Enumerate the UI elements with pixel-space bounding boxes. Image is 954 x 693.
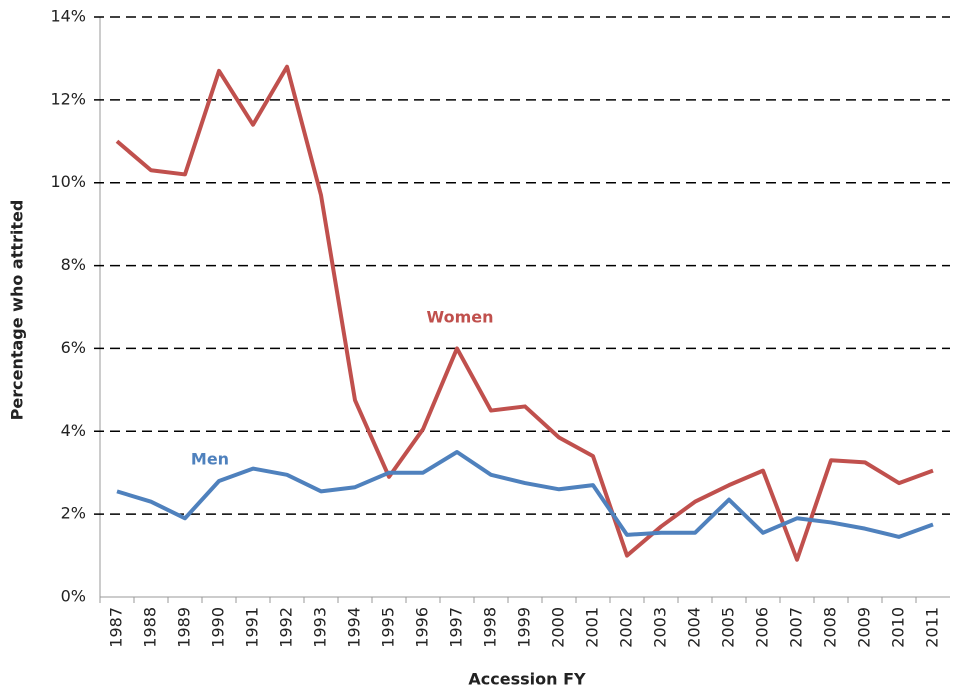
x-tick-label: 2009 [855, 607, 874, 648]
y-tick-label: 6% [61, 338, 86, 357]
x-tick-label: 1996 [413, 607, 432, 648]
y-tick-label: 0% [61, 587, 86, 606]
x-tick-label: 2003 [651, 607, 670, 648]
x-axis-title: Accession FY [468, 670, 586, 689]
series-label: Women [427, 308, 494, 327]
x-tick-label: 1990 [209, 607, 228, 648]
x-tick-label: 1994 [345, 607, 364, 648]
x-tick-label: 2010 [889, 607, 908, 648]
x-tick-label: 2008 [821, 607, 840, 648]
x-tick-label: 2001 [583, 607, 602, 648]
y-tick-label: 4% [61, 421, 86, 440]
x-tick-label: 1999 [515, 607, 534, 648]
y-tick-label: 10% [50, 172, 86, 191]
series-line [116, 450, 934, 539]
x-tick-label: 2004 [685, 607, 704, 648]
x-tick-label: 2011 [923, 607, 942, 648]
y-tick-label: 14% [50, 7, 86, 26]
x-tick-label: 1987 [107, 607, 126, 648]
y-tick-label: 2% [61, 504, 86, 523]
y-axis-title: Percentage who attrited [8, 200, 27, 421]
x-tick-label: 1991 [243, 607, 262, 648]
x-tick-label: 1998 [481, 607, 500, 648]
x-tick-label: 2007 [787, 607, 806, 648]
x-tick-label: 2002 [617, 607, 636, 648]
x-tick-label: 1997 [447, 607, 466, 648]
series-label: Men [191, 450, 229, 469]
x-tick-label: 1993 [311, 607, 330, 648]
y-tick-label: 8% [61, 255, 86, 274]
x-tick-label: 2005 [719, 607, 738, 648]
x-tick-label: 2000 [549, 607, 568, 648]
x-tick-label: 1988 [141, 607, 160, 648]
series-line [115, 64, 934, 562]
y-tick-label: 12% [50, 89, 86, 108]
x-tick-label: 1992 [277, 607, 296, 648]
x-tick-label: 2006 [753, 607, 772, 648]
x-tick-label: 1995 [379, 607, 398, 648]
x-tick-label: 1989 [175, 607, 194, 648]
